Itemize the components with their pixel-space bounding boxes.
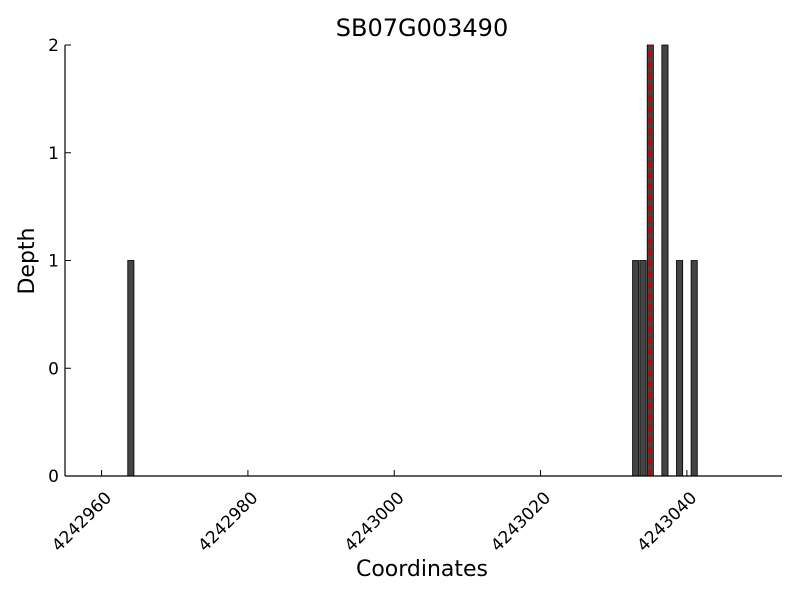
y-tick-label-1: 0 [48, 359, 59, 379]
x-tick-label-0: 4242960 [48, 488, 116, 556]
chart-title: SB07G003490 [336, 14, 508, 42]
x-tick-label-3: 4243020 [487, 488, 555, 556]
y-tick-label-3: 1 [48, 144, 59, 164]
y-tick-label-2: 1 [48, 252, 59, 272]
bar-4 [661, 44, 669, 477]
bar-2 [639, 260, 647, 477]
bar-0 [127, 260, 135, 477]
axes-group [64, 45, 782, 477]
y-ticks-group: 0 0 1 1 2 [48, 36, 71, 487]
bar-1 [632, 260, 640, 477]
x-ticks-group: 4242960 4242980 4243000 4243020 4243040 [48, 470, 701, 556]
bars-group [127, 44, 698, 477]
x-tick-label-4: 4243040 [634, 488, 702, 556]
y-tick-label-0: 0 [48, 467, 59, 487]
bar-5 [676, 260, 684, 477]
bar-6 [690, 260, 698, 477]
y-tick-label-4: 2 [48, 36, 59, 56]
x-tick-label-1: 4242980 [195, 488, 263, 556]
y-axis-title: Depth [15, 227, 40, 294]
x-axis-title: Coordinates [356, 557, 488, 582]
x-tick-label-2: 4243000 [341, 488, 409, 556]
